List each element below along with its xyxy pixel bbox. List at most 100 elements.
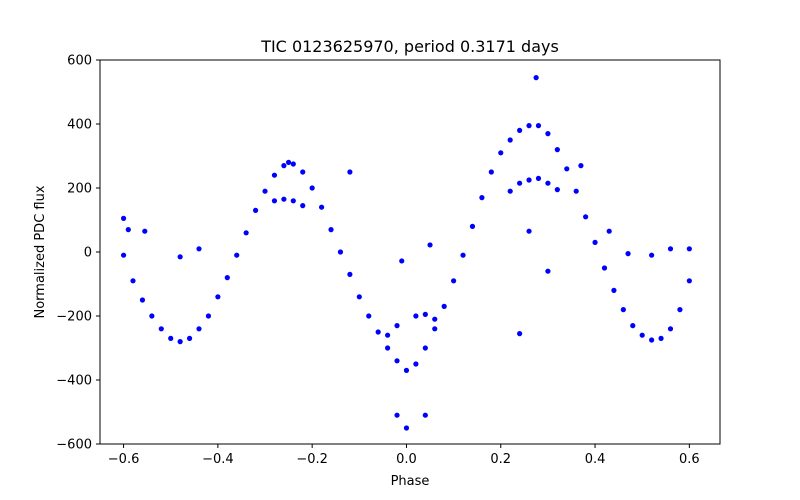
data-point [399, 258, 405, 264]
data-points [120, 75, 692, 431]
data-point [630, 323, 636, 329]
data-point [432, 326, 438, 332]
data-point [686, 246, 692, 252]
data-point [271, 198, 278, 204]
data-point [667, 246, 674, 252]
data-point [649, 252, 655, 258]
data-point [479, 195, 485, 201]
data-point [606, 228, 612, 234]
data-point [413, 313, 419, 319]
data-point [281, 196, 287, 202]
data-point [592, 239, 598, 245]
data-point [460, 252, 466, 258]
data-point [120, 215, 127, 221]
data-point [394, 358, 400, 364]
x-axis-ticks: −0.6 −0.4 −0.2 0.0 0.2 0.4 0.6 [108, 444, 700, 467]
data-point [285, 159, 292, 165]
data-point [620, 307, 626, 313]
x-tick-label: 0.4 [585, 452, 606, 467]
data-point [649, 337, 655, 343]
data-point [441, 303, 447, 309]
x-tick-label: 0.0 [396, 452, 417, 467]
data-point [526, 228, 532, 234]
data-point [564, 166, 570, 172]
data-point [375, 329, 381, 335]
data-point [554, 187, 560, 193]
data-point [347, 169, 353, 175]
data-point [215, 294, 221, 300]
data-point [290, 198, 296, 204]
y-tick-label: 600 [67, 54, 92, 69]
y-axis-ticks: −600 −400 −200 0 200 400 600 [56, 54, 100, 453]
data-point [517, 127, 523, 133]
y-tick-label: −400 [56, 374, 92, 389]
data-point [451, 278, 457, 284]
data-point [149, 313, 155, 319]
data-point [422, 311, 428, 317]
data-point [252, 207, 259, 213]
x-tick-label: 0.2 [490, 452, 511, 467]
data-point [427, 242, 433, 248]
data-point [125, 227, 131, 233]
data-point [177, 254, 183, 260]
data-point [290, 161, 296, 167]
data-point [385, 345, 391, 351]
data-point [196, 246, 202, 252]
data-point [271, 172, 278, 178]
chart-title: TIC 0123625970, period 0.3171 days [260, 37, 559, 56]
data-point [394, 412, 400, 418]
y-tick-label: −600 [56, 438, 92, 453]
y-tick-label: −200 [56, 310, 92, 325]
y-tick-label: 200 [67, 182, 92, 197]
data-point [300, 169, 306, 175]
data-point [142, 228, 148, 234]
data-point [196, 326, 202, 332]
data-point [168, 335, 174, 341]
data-point [158, 326, 164, 332]
data-point [583, 214, 589, 220]
data-point [403, 367, 410, 373]
data-point [578, 163, 584, 169]
data-point [526, 123, 532, 129]
data-point [432, 316, 438, 322]
y-axis-title: Normalized PDC flux [33, 185, 48, 318]
data-point [545, 268, 551, 274]
data-point [309, 185, 315, 191]
data-point [601, 265, 608, 271]
data-point [234, 252, 240, 258]
data-point [300, 203, 306, 209]
data-point [677, 307, 683, 313]
data-point [517, 331, 523, 337]
data-point [385, 332, 391, 338]
data-point [658, 335, 664, 341]
data-point [347, 271, 353, 277]
data-point [507, 188, 513, 194]
x-axis-title: Phase [391, 474, 430, 489]
data-point [328, 227, 334, 233]
data-point [507, 137, 513, 143]
data-point [262, 188, 268, 194]
data-point [533, 75, 539, 81]
data-point [130, 278, 136, 284]
data-point [224, 275, 230, 281]
data-point [120, 252, 127, 258]
data-point [535, 123, 542, 129]
data-point [554, 147, 560, 153]
data-point [186, 335, 193, 341]
data-point [517, 180, 523, 186]
data-point [337, 249, 344, 255]
data-point [667, 326, 674, 332]
x-tick-label: −0.2 [296, 452, 328, 467]
x-tick-label: −0.6 [108, 452, 140, 467]
data-point [526, 177, 532, 183]
data-point [366, 313, 372, 319]
data-point [639, 332, 645, 338]
data-point [403, 425, 410, 431]
x-tick-label: −0.4 [202, 452, 234, 467]
data-point [573, 188, 579, 194]
data-point [413, 361, 419, 367]
data-point [318, 204, 325, 210]
data-point [611, 287, 617, 293]
data-point [498, 150, 504, 156]
y-tick-label: 400 [67, 118, 92, 133]
